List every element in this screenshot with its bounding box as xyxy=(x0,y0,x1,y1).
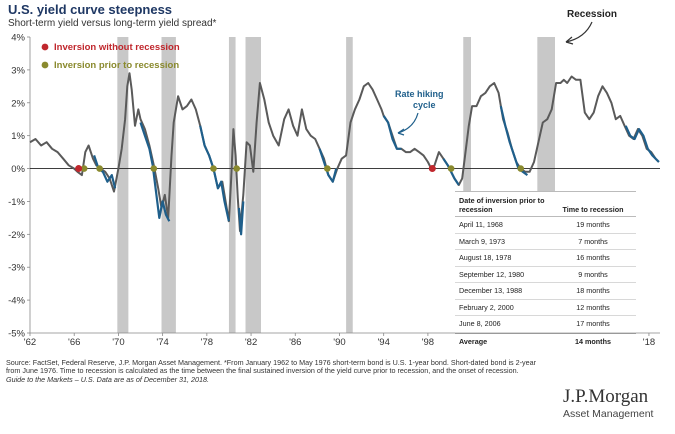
guide-text: Guide to the Markets – U.S. Data are as … xyxy=(6,374,209,384)
row-months: 19 months xyxy=(576,220,610,230)
row-months: 9 months xyxy=(578,269,608,279)
table-average-row: Average 14 months xyxy=(455,332,636,350)
recession-annotation: Recession xyxy=(567,9,617,20)
table-row: June 8, 2006 17 months xyxy=(455,316,636,333)
y-tick-label: 1% xyxy=(11,131,25,142)
row-date: June 8, 2006 xyxy=(459,319,501,329)
x-tick-label: '74 xyxy=(156,337,168,348)
inversion-prior-marker xyxy=(150,165,158,172)
row-date: February 2, 2000 xyxy=(459,302,514,312)
jpmorgan-logo: J.P.Morgan Asset Management xyxy=(563,386,671,421)
x-tick-label: '18 xyxy=(643,337,655,348)
inversion-markers xyxy=(75,165,525,173)
legend-marker-no-recession xyxy=(41,43,49,51)
rate-hiking-segment xyxy=(237,201,245,236)
source-text: Source: FactSet, Federal Reserve, J.P. M… xyxy=(6,358,537,376)
header-time: Time to recession xyxy=(562,205,624,214)
legend: Inversion without recession Inversion pr… xyxy=(41,42,180,71)
rate-hiking-segment xyxy=(139,122,171,222)
inversion-no-recession-marker xyxy=(428,165,436,173)
table-row: December 13, 1988 18 months xyxy=(455,283,636,300)
recession-bar xyxy=(346,37,353,333)
x-tick-label: '70 xyxy=(112,337,124,348)
inversion-prior-marker xyxy=(517,165,525,172)
recession-bar xyxy=(228,37,236,333)
x-tick-label: '90 xyxy=(333,337,345,348)
row-date: September 12, 1980 xyxy=(459,269,525,279)
average-label: Average xyxy=(459,336,488,346)
annotations: Recession Rate hiking cycle xyxy=(395,9,617,136)
recession-bar xyxy=(117,37,129,333)
rate-hiking-annotation-line2: cycle xyxy=(413,100,436,110)
y-tick-label: -3% xyxy=(8,263,25,274)
y-tick-label: -5% xyxy=(8,329,25,340)
rate-hiking-segment xyxy=(199,125,230,222)
chart-subtitle: Short-term yield versus long-term yield … xyxy=(8,18,217,29)
chart-title: U.S. yield curve steepness xyxy=(8,2,173,17)
x-tick-label: '78 xyxy=(201,337,213,348)
logo-subtitle: Asset Management xyxy=(563,408,654,420)
recession-bar xyxy=(245,37,261,333)
inversion-prior-marker xyxy=(324,165,331,172)
x-tick-label: '86 xyxy=(289,337,301,348)
inversion-prior-marker xyxy=(210,165,217,172)
inversion-prior-marker xyxy=(96,165,103,172)
row-months: 7 months xyxy=(578,236,608,246)
header-date: Date of inversion prior to recession xyxy=(459,196,545,214)
rate-hiking-arrowhead xyxy=(397,128,405,136)
rate-hiking-segment xyxy=(624,125,660,163)
rate-hiking-segment xyxy=(382,115,402,150)
row-months: 18 months xyxy=(576,286,610,296)
yield-curve-chart: 4% 3% 2% 1% 0% -1% -2% -3% -4% -5%'62 '66 '70 '74 '78… xyxy=(8,9,660,348)
logo-brand: J.P.Morgan xyxy=(563,386,649,407)
inversion-prior-marker xyxy=(80,165,88,172)
x-tick-label: '94 xyxy=(377,337,389,348)
table-row: March 9, 1973 7 months xyxy=(455,234,636,250)
recession-timing-table: Date of inversion prior to recession Tim… xyxy=(455,191,636,349)
average-value: 14 months xyxy=(575,336,611,346)
rate-hiking-arrow xyxy=(397,112,419,134)
row-months: 12 months xyxy=(576,302,610,312)
inversion-prior-marker xyxy=(233,165,240,172)
recession-bar xyxy=(463,37,471,333)
y-tick-label: 0% xyxy=(11,164,25,175)
x-tick-label: '62 xyxy=(24,337,36,348)
recession-bar xyxy=(161,37,176,333)
table-row: April 11, 1968 19 months xyxy=(455,217,636,234)
table-row: February 2, 2000 12 months xyxy=(455,300,636,316)
legend-label-no-recession: Inversion without recession xyxy=(54,42,180,53)
y-tick-label: 3% xyxy=(11,65,25,76)
x-tick-label: '82 xyxy=(245,337,257,348)
y-tick-label: -1% xyxy=(8,197,25,208)
row-months: 17 months xyxy=(576,319,610,329)
table-row: September 12, 1980 9 months xyxy=(455,267,636,283)
recession-arrow xyxy=(565,21,593,43)
rate-hiking-annotation-line1: Rate hiking xyxy=(395,89,444,99)
rate-hiking-segment xyxy=(499,105,529,176)
row-months: 16 months xyxy=(576,253,610,263)
legend-label-prior-recession: Inversion prior to recession xyxy=(54,60,179,71)
inversion-no-recession-marker xyxy=(75,165,83,173)
legend-marker-prior-recession xyxy=(41,61,49,69)
x-tick-label: '98 xyxy=(422,337,434,348)
recession-arrowhead xyxy=(565,36,574,45)
row-date: March 9, 1973 xyxy=(459,236,505,246)
row-date: December 13, 1988 xyxy=(459,286,523,296)
y-tick-label: 2% xyxy=(11,98,25,109)
y-tick-label: -2% xyxy=(8,230,25,241)
table-row: August 18, 1978 16 months xyxy=(455,250,636,267)
source-footnote: Source: FactSet, Federal Reserve, J.P. M… xyxy=(6,358,546,384)
table-header: Date of inversion prior to recession Tim… xyxy=(455,192,636,217)
row-date: August 18, 1978 xyxy=(459,253,512,263)
x-tick-label: '66 xyxy=(68,337,80,348)
inversion-prior-marker xyxy=(447,165,455,172)
y-tick-label: 4% xyxy=(11,33,25,44)
row-date: April 11, 1968 xyxy=(459,220,503,230)
rate-hiking-segment xyxy=(318,148,338,183)
y-tick-label: -4% xyxy=(8,296,25,307)
